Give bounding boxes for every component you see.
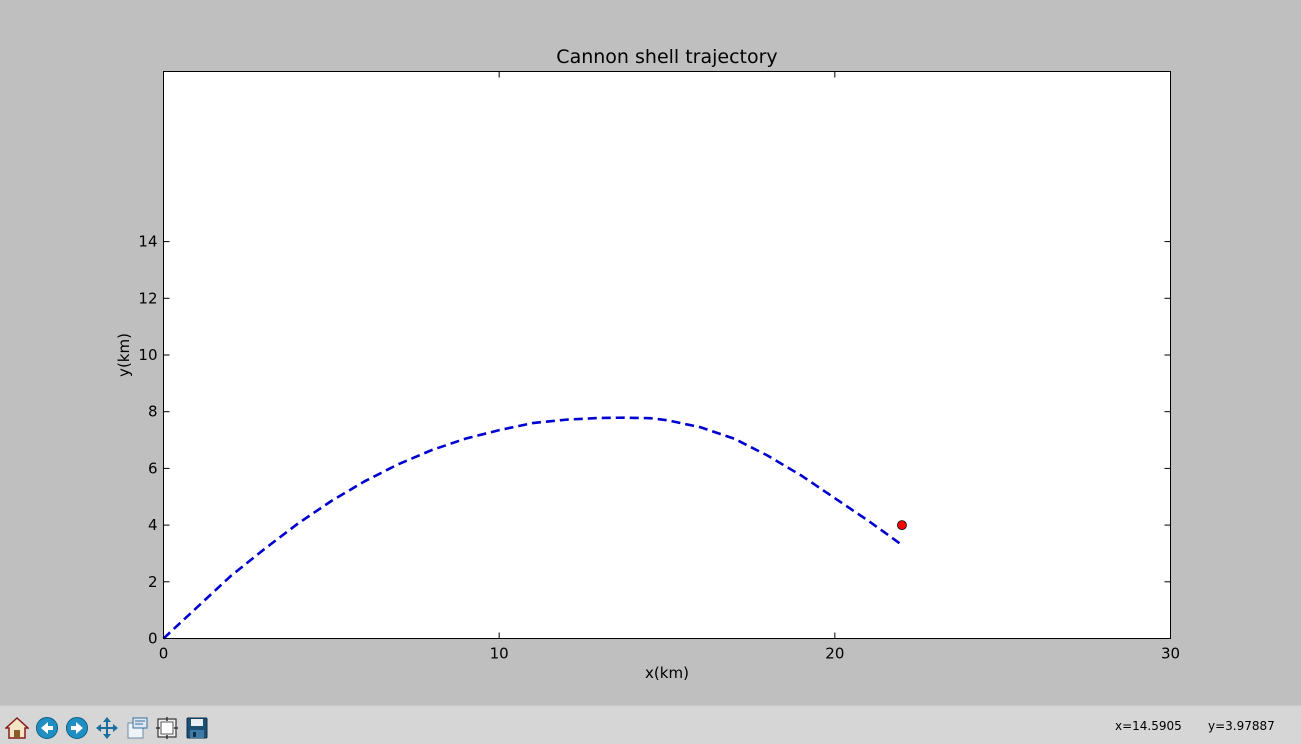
ticks-layer: 0 10 20 30 0 2 4 6 8 10 12 14: [138, 71, 1180, 663]
forward-arrow-icon: [66, 717, 88, 739]
pan-move-icon: [96, 717, 118, 739]
pan-button[interactable]: [93, 714, 121, 742]
home-button[interactable]: [3, 714, 31, 742]
x-tick-label: 20: [825, 645, 844, 663]
subplots-button[interactable]: [153, 714, 181, 742]
axes-background: [163, 71, 1171, 639]
trajectory-line: [162, 416, 903, 640]
cursor-x-readout: x=14.5905: [1115, 719, 1182, 733]
y-tick-label: 0: [148, 630, 158, 648]
plot-area[interactable]: 0 10 20 30 0 2 4 6 8 10 12 14 Cannon shell trajecto…: [0, 0, 1301, 705]
x-axis-label: x(km): [645, 664, 689, 682]
y-tick-label: 14: [138, 233, 157, 251]
zoom-rect-icon: [127, 717, 148, 739]
series-layer: [162, 416, 907, 640]
axes-frame: [163, 71, 1171, 639]
y-axis-label: y(km): [115, 333, 133, 377]
y-tick-label: 4: [148, 516, 158, 534]
chart-title: Cannon shell trajectory: [556, 46, 777, 68]
y-tick-label: 10: [138, 346, 157, 364]
y-tick-label: 6: [148, 459, 158, 477]
subplots-config-icon: [156, 717, 178, 739]
forward-button[interactable]: [63, 714, 91, 742]
target-point: [897, 520, 907, 530]
back-button[interactable]: [33, 714, 61, 742]
save-disk-icon: [186, 717, 208, 739]
y-tick-label: 2: [148, 573, 158, 591]
back-arrow-icon: [36, 717, 58, 739]
zoom-button[interactable]: [123, 714, 151, 742]
figure-canvas: 0 10 20 30 0 2 4 6 8 10 12 14 Cannon shell trajecto…: [0, 0, 1301, 705]
y-tick-label: 8: [148, 403, 158, 421]
navigation-toolbar: [0, 705, 1301, 744]
x-tick-label: 0: [159, 645, 169, 663]
save-button[interactable]: [183, 714, 211, 742]
x-tick-label: 30: [1161, 645, 1180, 663]
cursor-y-readout: y=3.97887: [1208, 719, 1275, 733]
y-tick-label: 12: [138, 289, 157, 307]
home-icon: [5, 716, 29, 739]
x-tick-label: 10: [490, 645, 509, 663]
